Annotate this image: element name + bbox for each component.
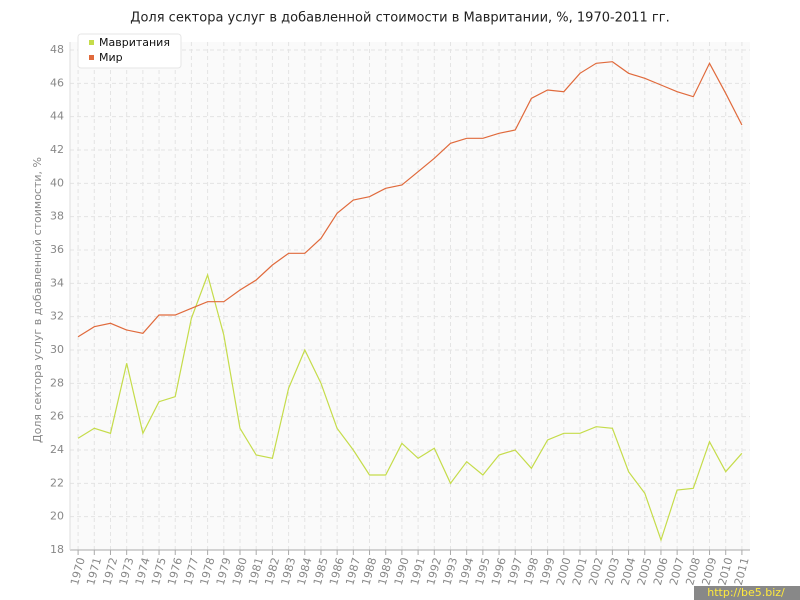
plot-area <box>70 42 750 550</box>
legend-swatch <box>89 55 94 60</box>
y-tick-label: 34 <box>50 276 64 289</box>
y-tick-label: 26 <box>50 410 64 423</box>
y-tick-label: 22 <box>50 476 64 489</box>
y-tick-label: 36 <box>50 243 64 256</box>
y-tick-label: 46 <box>50 76 64 89</box>
legend-label: Мавритания <box>99 36 170 49</box>
y-tick-label: 48 <box>50 43 64 56</box>
watermark-bg <box>694 586 800 600</box>
y-tick-label: 24 <box>50 443 64 456</box>
legend-swatch <box>89 40 94 45</box>
y-tick-label: 20 <box>50 510 64 523</box>
watermark: http://be5.biz/ <box>707 586 785 599</box>
y-tick-label: 30 <box>50 343 64 356</box>
y-tick-label: 18 <box>50 543 64 556</box>
y-tick-label: 40 <box>50 176 64 189</box>
legend-label: Мир <box>99 51 123 64</box>
chart-title: Доля сектора услуг в добавленной стоимос… <box>130 11 669 26</box>
y-tick-label: 44 <box>50 110 64 123</box>
y-axis-label: Доля сектора услуг в добавленной стоимос… <box>31 157 44 443</box>
legend-box <box>77 33 182 69</box>
y-tick-label: 38 <box>50 210 64 223</box>
y-tick-label: 32 <box>50 310 64 323</box>
series-line <box>77 61 743 338</box>
y-tick-label: 42 <box>50 143 64 156</box>
y-tick-label: 28 <box>50 376 64 389</box>
legend: Мавритания Мир <box>77 33 182 69</box>
series-line <box>77 273 743 542</box>
